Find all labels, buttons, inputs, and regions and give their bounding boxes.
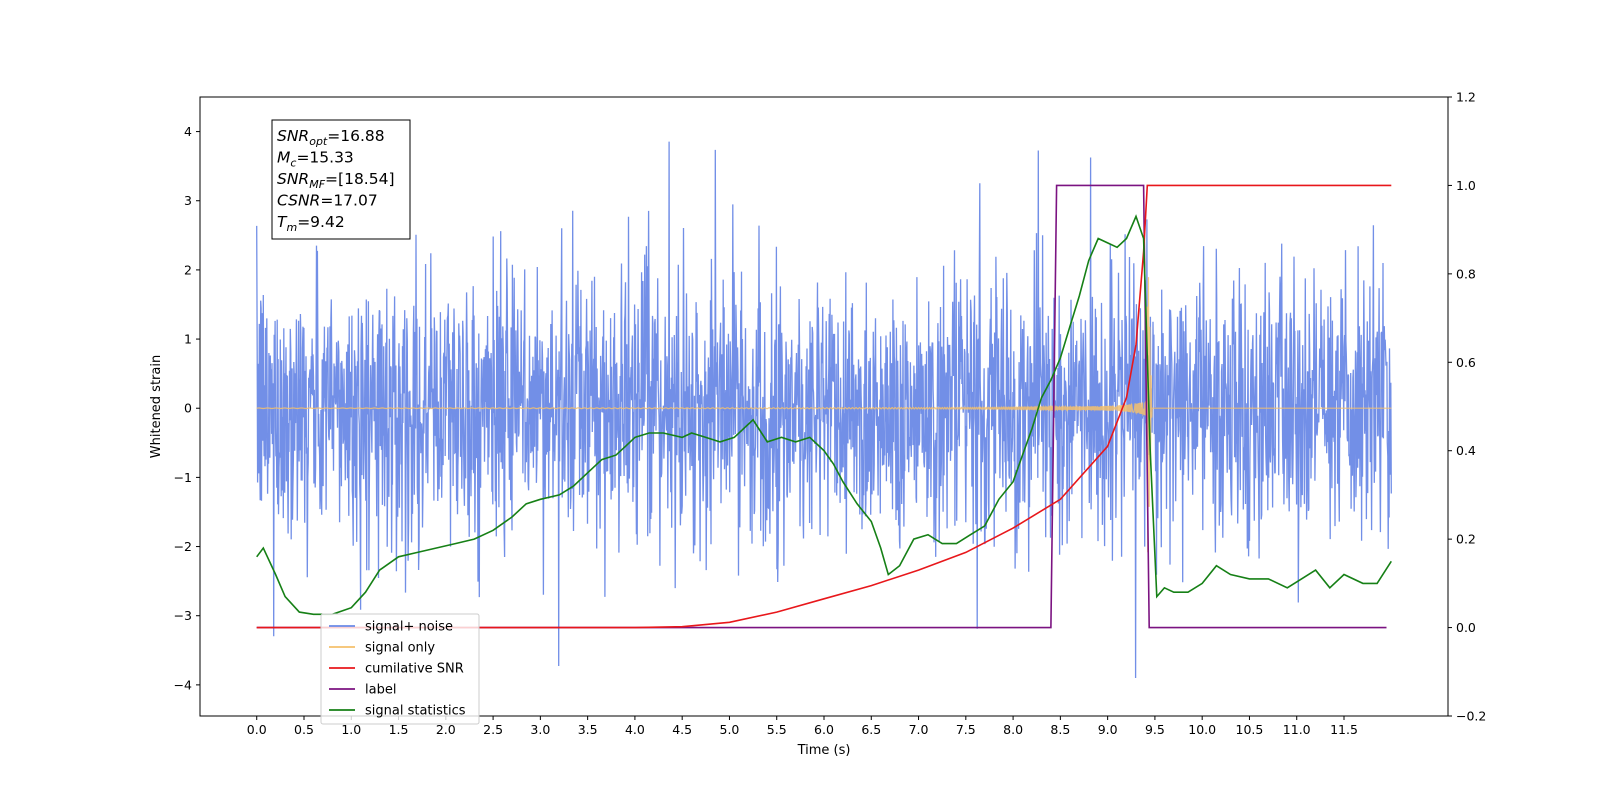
x-tick-label: 3.5 (578, 722, 598, 737)
x-tick-label: 2.5 (483, 722, 503, 737)
stats-annotation: SNRopt=16.88Mc=15.33SNRMF=[18.54]CSNR=17… (271, 119, 411, 240)
x-tick-label: 9.5 (1145, 722, 1165, 737)
y-right-tick-label: 0.6 (1456, 355, 1476, 370)
plot-area (256, 141, 1392, 679)
y-left-tick-label: −2 (174, 539, 192, 554)
x-tick-label: 10.5 (1236, 722, 1264, 737)
x-tick-label: 8.0 (1003, 722, 1023, 737)
series-signal-statistics-line (256, 214, 1392, 616)
y-right-tick-label: 1.0 (1456, 178, 1476, 193)
y-left-tick-label: 1 (184, 332, 192, 347)
x-tick-label: 0.5 (294, 722, 314, 737)
legend-label: signal only (365, 641, 435, 656)
y-left-tick-label: 4 (184, 124, 192, 139)
y-left-tick-label: −4 (174, 677, 192, 692)
stat-line: SNRMF=[18.54] (277, 170, 395, 191)
x-tick-label: 4.0 (625, 722, 645, 737)
x-tick-label: 2.0 (436, 722, 456, 737)
x-tick-label: 6.0 (814, 722, 834, 737)
series-signal-noise-line (256, 141, 1392, 679)
x-tick-label: 7.0 (909, 722, 929, 737)
y-right-tick-label: −0.2 (1456, 709, 1486, 724)
x-axis-label: Time (s) (797, 743, 851, 758)
stat-line: CSNR=17.07 (277, 192, 378, 210)
y-right-tick-label: 0.4 (1456, 443, 1476, 458)
x-tick-label: 5.5 (767, 722, 787, 737)
y-right-tick-label: 0.8 (1456, 266, 1476, 281)
legend-label: cumilative SNR (365, 662, 464, 677)
x-tick-label: 1.5 (389, 722, 409, 737)
y-right-tick-label: 1.2 (1456, 90, 1476, 105)
x-tick-label: 8.5 (1050, 722, 1070, 737)
x-tick-label: 10.0 (1188, 722, 1216, 737)
legend: signal+ noise signal only cumilative SNR la… (320, 613, 480, 725)
stat-line: Mc=15.33 (277, 149, 354, 170)
x-tick-label: 11.5 (1330, 722, 1358, 737)
y-right-tick-label: 0.0 (1456, 620, 1476, 635)
x-tick-label: 11.0 (1283, 722, 1311, 737)
y-axis-label: Whitened strain (149, 355, 164, 458)
x-tick-label: 5.0 (720, 722, 740, 737)
y-axis-right: −0.2 0.0 0.2 0.4 0.6 0.8 1.0 1.2 (1448, 90, 1486, 724)
x-tick-label: 7.5 (956, 722, 976, 737)
legend-box (320, 613, 480, 725)
stat-line: Tm=9.42 (277, 213, 345, 234)
series-cumulative-snr-line (256, 184, 1392, 629)
legend-label: label (365, 683, 396, 698)
x-tick-label: 4.5 (672, 722, 692, 737)
x-tick-label: 1.0 (341, 722, 361, 737)
y-axis-left: −4 −3 −2 −1 0 1 2 3 4 (174, 124, 200, 692)
y-left-tick-label: 3 (184, 193, 192, 208)
stats-box (271, 119, 411, 240)
stat-line: SNRopt=16.88 (277, 127, 385, 148)
y-left-tick-label: 0 (184, 401, 192, 416)
x-tick-label: 3.0 (530, 722, 550, 737)
y-left-tick-label: −3 (174, 608, 192, 623)
series-label-line (256, 184, 1387, 629)
x-tick-label: 0.0 (247, 722, 267, 737)
x-tick-label: 6.5 (861, 722, 881, 737)
y-left-tick-label: 2 (184, 262, 192, 277)
legend-label: signal statistics (365, 704, 466, 719)
x-tick-label: 9.0 (1098, 722, 1118, 737)
series-signal-only-line (256, 277, 1392, 553)
legend-label: signal+ noise (365, 620, 453, 635)
y-right-tick-label: 0.2 (1456, 532, 1476, 547)
y-left-tick-label: −1 (174, 470, 192, 485)
x-axis: 0.0 0.5 1.0 1.5 2.0 2.5 3.0 3.5 4.0 4.5 5.0 5.5 6.0 6… (247, 716, 1358, 737)
